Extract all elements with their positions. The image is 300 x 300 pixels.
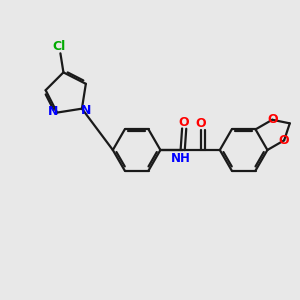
Text: O: O xyxy=(195,117,206,130)
Text: O: O xyxy=(267,113,278,126)
Text: NH: NH xyxy=(171,152,190,165)
Text: N: N xyxy=(48,105,59,118)
Text: N: N xyxy=(81,103,91,117)
Text: Cl: Cl xyxy=(53,40,66,53)
Text: O: O xyxy=(179,116,190,129)
Text: O: O xyxy=(279,134,289,147)
